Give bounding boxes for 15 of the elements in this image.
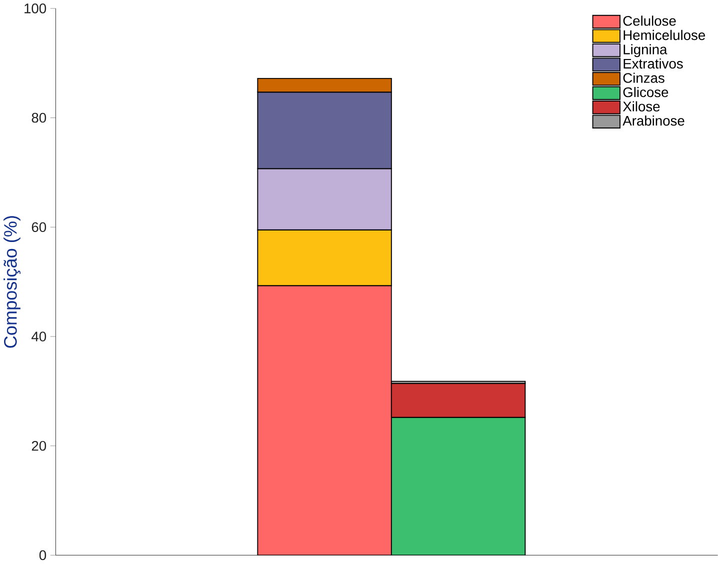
legend-label: Celulose [623, 16, 676, 26]
y-tick-label: 60 [32, 222, 46, 232]
legend-label: Extrativos [624, 58, 683, 69]
legend-label: Glicose [623, 87, 668, 98]
legend-label: Arabinose [622, 116, 684, 126]
legend-label: Cinzas [623, 72, 664, 84]
y-tick-label: 0 [39, 550, 46, 560]
y-tick-label: 100 [24, 4, 46, 14]
y-tick-label: 80 [32, 113, 46, 123]
y-tick-label: 20 [32, 441, 46, 451]
legend-label: Lignina [624, 44, 668, 58]
legend-label: Hemicelulose [624, 30, 706, 40]
y-axis-title: Composição (%) [4, 216, 20, 348]
legend-label: Xilose [622, 101, 660, 112]
y-tick-label: 40 [32, 332, 46, 342]
